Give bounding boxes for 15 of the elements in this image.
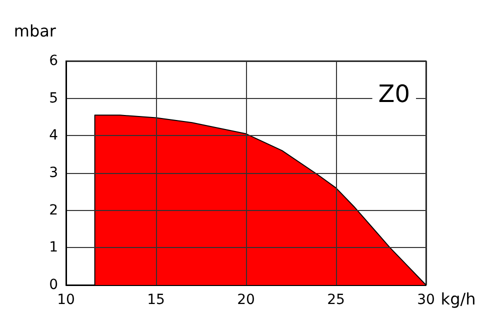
y-tick-label: 2 [49,202,58,218]
y-tick-label: 4 [49,128,58,144]
y-tick-label: 3 [49,165,58,181]
x-tick-label: 10 [57,292,75,308]
x-tick-label: 30 [417,292,435,308]
x-axis-title: kg/h [440,290,476,308]
x-tick-label: 25 [327,292,345,308]
annotation: Z0 [378,80,410,108]
y-tick-label: 0 [49,277,58,293]
y-tick-label: 5 [49,90,58,106]
x-tick-label: 15 [147,292,165,308]
x-tick-label: 20 [237,292,255,308]
y-axis-title: mbar [14,22,56,40]
y-tick-label: 1 [49,240,58,256]
y-tick-label: 6 [49,53,58,69]
